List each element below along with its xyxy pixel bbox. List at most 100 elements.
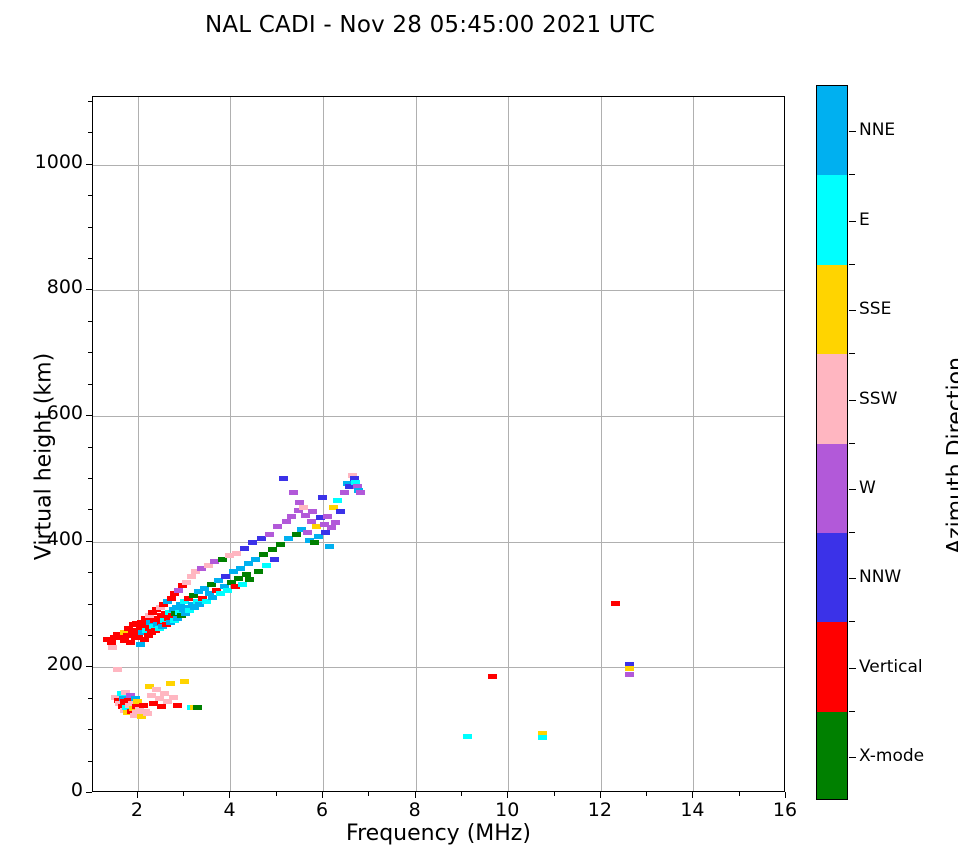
data-point	[313, 534, 323, 540]
colorbar-segment	[817, 264, 847, 355]
data-point	[148, 609, 158, 615]
x-axis-minor-tick	[738, 792, 740, 796]
gridline-vertical	[600, 97, 602, 791]
colorbar-boundary-tick	[849, 353, 855, 355]
data-point	[123, 633, 133, 639]
y-axis-tick	[86, 163, 92, 165]
x-axis-tick-label: 10	[495, 799, 520, 821]
data-point	[463, 733, 472, 739]
page-title: NAL CADI - Nov 28 05:45:00 2021 UTC	[204, 12, 656, 38]
data-point	[191, 569, 201, 575]
colorbar-tick	[849, 399, 856, 401]
data-point	[129, 712, 139, 718]
data-point	[293, 507, 303, 513]
data-point	[185, 608, 195, 614]
y-axis-tick-label: 800	[46, 276, 83, 299]
data-point	[192, 705, 202, 711]
data-point	[208, 594, 218, 600]
colorbar-tick-label: W	[859, 477, 876, 498]
data-point	[195, 602, 205, 608]
data-point	[300, 512, 310, 518]
colorbar-title: Azimuth Direction	[943, 356, 958, 555]
y-axis-minor-tick	[88, 634, 92, 636]
data-point	[124, 697, 134, 703]
data-point	[130, 634, 140, 640]
colorbar-boundary-tick	[849, 442, 855, 444]
y-axis-minor-tick	[88, 320, 92, 322]
data-point	[126, 693, 135, 699]
data-point	[339, 490, 349, 496]
data-point	[230, 584, 240, 590]
data-point	[348, 473, 358, 479]
data-point	[288, 490, 298, 496]
colorbar-boundary-tick	[849, 174, 855, 176]
y-axis-tick-label: 400	[46, 527, 83, 550]
colorbar-tick	[849, 757, 856, 759]
data-point	[130, 696, 140, 702]
data-point	[270, 556, 280, 562]
data-point	[140, 708, 150, 714]
x-axis-minor-tick	[368, 792, 370, 796]
colorbar-tick-label: NNE	[859, 120, 896, 141]
plot-area	[92, 96, 785, 792]
data-point	[112, 632, 122, 638]
colorbar-tick-label: SSE	[859, 299, 892, 320]
colorbar-boundary-tick	[849, 621, 855, 623]
y-axis-tick-label: 200	[46, 653, 83, 676]
data-point	[302, 529, 312, 535]
data-point	[210, 559, 220, 565]
data-point	[253, 569, 263, 575]
x-axis-tick-label: 14	[680, 799, 705, 821]
data-point	[205, 590, 215, 596]
data-point	[538, 735, 548, 741]
data-point	[163, 615, 173, 621]
data-point	[135, 642, 145, 648]
data-point	[186, 573, 196, 579]
data-point	[155, 604, 165, 610]
data-point	[183, 604, 193, 610]
data-point	[179, 678, 189, 684]
x-axis-label: Frequency (MHz)	[346, 821, 531, 846]
x-axis-tick	[692, 792, 694, 798]
x-axis-minor-tick	[553, 792, 555, 796]
x-axis-minor-tick	[183, 792, 185, 796]
data-point	[173, 702, 183, 708]
data-point	[284, 536, 294, 542]
data-point	[234, 575, 244, 581]
data-point	[250, 556, 260, 562]
colorbar-tick-label: SSW	[859, 388, 898, 409]
gridline-vertical	[230, 97, 232, 791]
data-point	[118, 696, 128, 702]
data-point	[175, 602, 185, 608]
data-point	[115, 635, 125, 641]
data-point	[326, 525, 336, 531]
data-point	[226, 580, 236, 586]
y-axis-minor-tick	[88, 226, 92, 228]
data-point	[262, 563, 272, 569]
data-point	[245, 576, 255, 582]
y-axis-tick	[86, 415, 92, 417]
data-point	[350, 479, 360, 485]
data-point	[200, 586, 210, 592]
data-point	[193, 589, 203, 595]
data-point	[236, 565, 246, 571]
data-point	[188, 602, 198, 608]
data-point	[350, 476, 360, 482]
colorbar-tick	[849, 667, 856, 669]
data-point	[317, 495, 327, 501]
data-point	[110, 634, 120, 640]
data-point	[538, 731, 548, 737]
y-axis-minor-tick	[88, 132, 92, 134]
y-axis-minor-tick	[88, 195, 92, 197]
data-point	[103, 636, 113, 642]
data-point	[144, 613, 154, 619]
gridline-vertical	[693, 97, 695, 791]
data-point	[162, 622, 172, 628]
y-axis-minor-tick	[88, 477, 92, 479]
data-point	[182, 580, 191, 586]
data-point	[119, 637, 129, 643]
data-point	[177, 583, 187, 589]
data-point	[239, 545, 249, 551]
data-point	[221, 573, 231, 579]
data-point	[315, 515, 325, 521]
